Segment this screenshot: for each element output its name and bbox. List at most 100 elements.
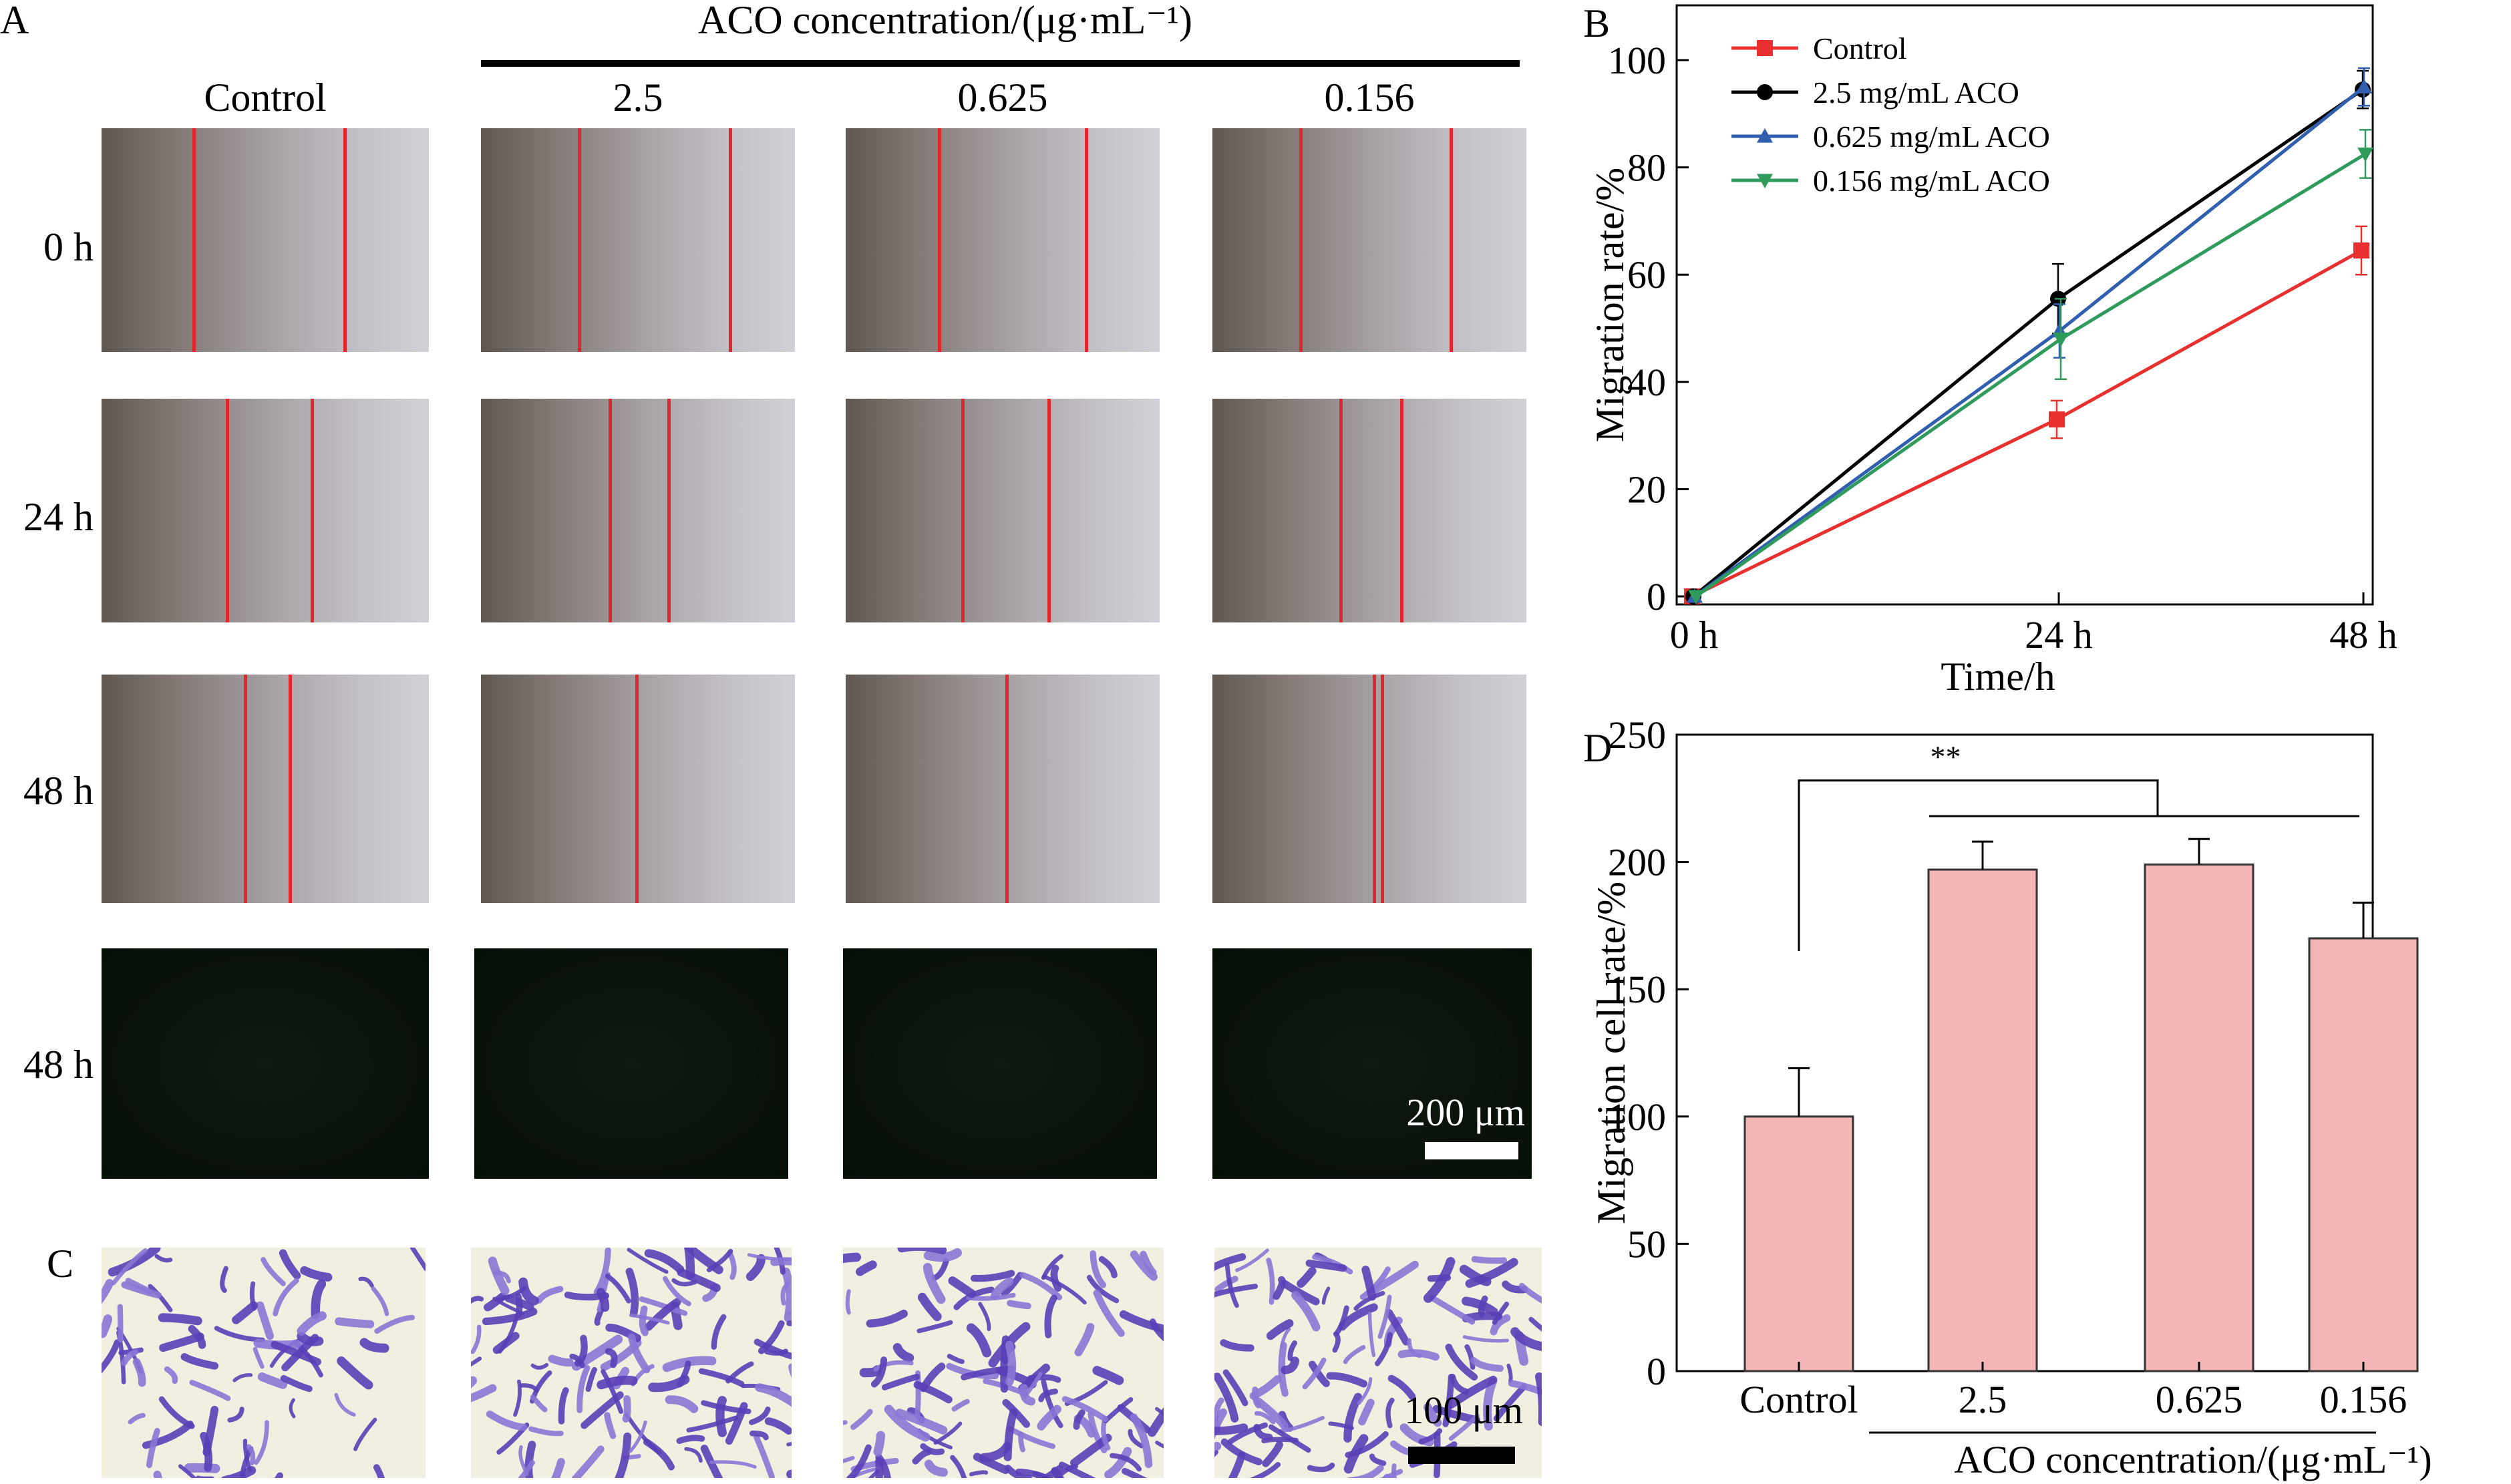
- stained-cell: [698, 1368, 745, 1387]
- stained-cell: [111, 1248, 148, 1286]
- scratch-edge-left: [609, 399, 612, 622]
- stained-cell: [920, 1443, 945, 1455]
- stained-cell: [1371, 1260, 1419, 1294]
- stained-cell: [594, 1307, 605, 1326]
- stained-cell: [1001, 1272, 1023, 1297]
- scratch-edge-left: [1373, 675, 1376, 903]
- stained-cell: [644, 1298, 681, 1331]
- significance-label: **: [1931, 740, 1961, 774]
- stained-cell: [1086, 1274, 1120, 1304]
- stained-cell: [711, 1314, 727, 1350]
- y-tick-label: 0: [1647, 1350, 1666, 1393]
- stained-cell: [148, 1284, 173, 1312]
- stained-cell: [1429, 1294, 1476, 1325]
- axes-frame: [1675, 4, 2374, 606]
- stained-cell: [337, 1356, 373, 1390]
- stained-cell: [1007, 1300, 1031, 1310]
- stained-cell: [913, 1380, 953, 1404]
- stained-cell: [978, 1302, 991, 1331]
- y-tick-label: 100: [1608, 1095, 1666, 1139]
- stained-cell: [184, 1463, 220, 1473]
- stained-cell: [969, 1470, 989, 1477]
- stained-cell: [1343, 1393, 1363, 1443]
- stained-cell: [622, 1395, 631, 1423]
- stained-cell: [1407, 1338, 1422, 1358]
- stained-cell: [1478, 1295, 1488, 1318]
- stained-cell: [371, 1286, 389, 1316]
- stained-cell: [709, 1460, 757, 1469]
- stained-cell: [605, 1348, 618, 1368]
- stained-cell: [1423, 1257, 1456, 1303]
- stained-cell: [605, 1274, 631, 1304]
- stained-cell: [755, 1383, 792, 1407]
- stained-cell: [845, 1289, 851, 1315]
- stained-cell: [482, 1308, 538, 1326]
- stained-cell: [297, 1311, 327, 1336]
- stained-cell: [530, 1362, 549, 1370]
- y-tick-label: 50: [1627, 1222, 1666, 1266]
- stained-cell: [747, 1253, 792, 1262]
- stained-cell: [686, 1415, 738, 1433]
- stained-cell: [1445, 1343, 1478, 1381]
- stained-cell: [1353, 1290, 1385, 1311]
- stained-cell: [335, 1317, 375, 1328]
- stained-cell: [1005, 1340, 1017, 1386]
- stained-cell: [551, 1458, 565, 1478]
- stained-cell: [1032, 1471, 1053, 1478]
- stained-cell: [639, 1296, 688, 1316]
- stained-cell: [846, 1444, 872, 1478]
- scratch-image-0-625-24h: [846, 399, 1160, 622]
- stained-cell: [1471, 1256, 1508, 1264]
- stained-cell: [1464, 1344, 1476, 1370]
- stained-cell: [725, 1402, 748, 1445]
- transwell-image-0-156: 100 μm: [1214, 1248, 1542, 1478]
- stained-cell: [966, 1323, 992, 1358]
- scratch-edge-right: [1085, 128, 1088, 352]
- scratch-edge-left: [938, 128, 941, 352]
- x-tick-label: Control: [1739, 1378, 1858, 1421]
- crystal-violet-stain: [471, 1248, 792, 1478]
- transwell-image-2-5: [471, 1248, 792, 1478]
- stained-cell: [1023, 1372, 1043, 1399]
- stained-cell: [754, 1338, 792, 1360]
- stained-cell: [843, 1455, 855, 1463]
- scale-bar-100um: [1408, 1447, 1515, 1464]
- stained-cell: [1254, 1397, 1289, 1431]
- stained-cell: [1343, 1434, 1369, 1474]
- migration-cell-rate-bar-chart: 0 50 100 150 200 250 Migration cell rate/% Cont…: [1590, 721, 2432, 1481]
- stained-cell: [1214, 1408, 1227, 1440]
- stained-cell: [153, 1471, 162, 1478]
- stained-cell: [1007, 1425, 1055, 1449]
- stained-cell: [1297, 1266, 1317, 1288]
- y-axis-title: Migration cell rate/%: [1590, 882, 1633, 1224]
- stained-cell: [1252, 1386, 1262, 1409]
- stained-cell: [1493, 1384, 1527, 1422]
- stained-cell: [1018, 1431, 1025, 1453]
- stained-cell: [700, 1445, 723, 1478]
- stained-cell: [358, 1276, 374, 1288]
- stained-cell: [1110, 1453, 1142, 1472]
- row-label-48h: 48 h: [23, 769, 94, 813]
- scratch-edge-left: [226, 399, 229, 622]
- stained-cell: [923, 1248, 962, 1262]
- stained-cell: [870, 1356, 888, 1388]
- legend-label: 0.156 mg/mL ACO: [1813, 164, 2050, 198]
- stained-cell: [257, 1372, 287, 1389]
- stained-cell: [754, 1434, 775, 1478]
- stained-cell: [158, 1313, 202, 1326]
- scratch-edge-left: [1339, 399, 1343, 622]
- scratch-image-0-156-24h: [1212, 399, 1526, 622]
- y-tick-label: 0: [1647, 575, 1666, 618]
- stained-cell: [571, 1445, 605, 1478]
- stained-cell: [1465, 1258, 1518, 1288]
- stained-cell: [1262, 1441, 1283, 1467]
- stained-cell: [770, 1257, 792, 1266]
- stained-cell: [471, 1296, 484, 1304]
- scratch-image-control-48h: [102, 675, 429, 903]
- stained-cell: [1214, 1372, 1239, 1423]
- stained-cell: [665, 1395, 699, 1413]
- scratch-edge-right: [667, 399, 671, 622]
- y-tick-label: 100: [1608, 39, 1666, 82]
- stained-cell: [1104, 1447, 1132, 1478]
- column-label-0-625: 0.625: [957, 75, 1048, 120]
